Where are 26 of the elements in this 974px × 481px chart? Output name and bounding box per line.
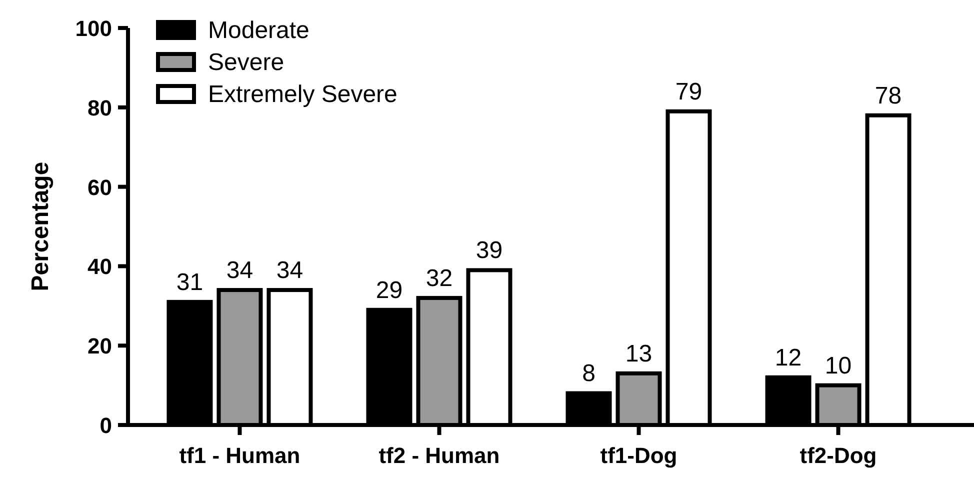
data-label: 13 bbox=[625, 340, 652, 368]
data-label: 39 bbox=[476, 237, 503, 264]
x-tick-label: tf2-Dog bbox=[800, 443, 877, 468]
data-label: 32 bbox=[426, 264, 453, 292]
data-label: 8 bbox=[582, 360, 596, 388]
data-label: 78 bbox=[874, 82, 902, 110]
data-label: 10 bbox=[824, 352, 852, 380]
y-tick-label: 100 bbox=[75, 16, 112, 41]
y-tick-label: 20 bbox=[88, 334, 112, 359]
data-label: 34 bbox=[226, 257, 254, 284]
legend-label: Moderate bbox=[208, 17, 310, 44]
legend-label: Extremely Severe bbox=[208, 81, 398, 108]
data-label: 12 bbox=[774, 344, 802, 372]
data-label: 79 bbox=[675, 78, 702, 106]
data-label: 29 bbox=[376, 276, 403, 304]
y-tick-label: 60 bbox=[88, 174, 112, 200]
y-tick-label: 0 bbox=[100, 413, 112, 438]
y-tick-label: 80 bbox=[88, 95, 112, 120]
x-tick-label: tf2 - Human bbox=[378, 443, 500, 468]
y-axis-title: Percentage bbox=[27, 162, 54, 292]
x-tick-label: tf1 - Human bbox=[179, 443, 300, 468]
y-tick-label: 40 bbox=[88, 254, 112, 280]
x-tick-label: tf1-Dog bbox=[600, 443, 678, 468]
legend-label: Severe bbox=[208, 49, 284, 76]
data-label: 34 bbox=[276, 257, 304, 284]
data-label: 31 bbox=[176, 268, 204, 296]
